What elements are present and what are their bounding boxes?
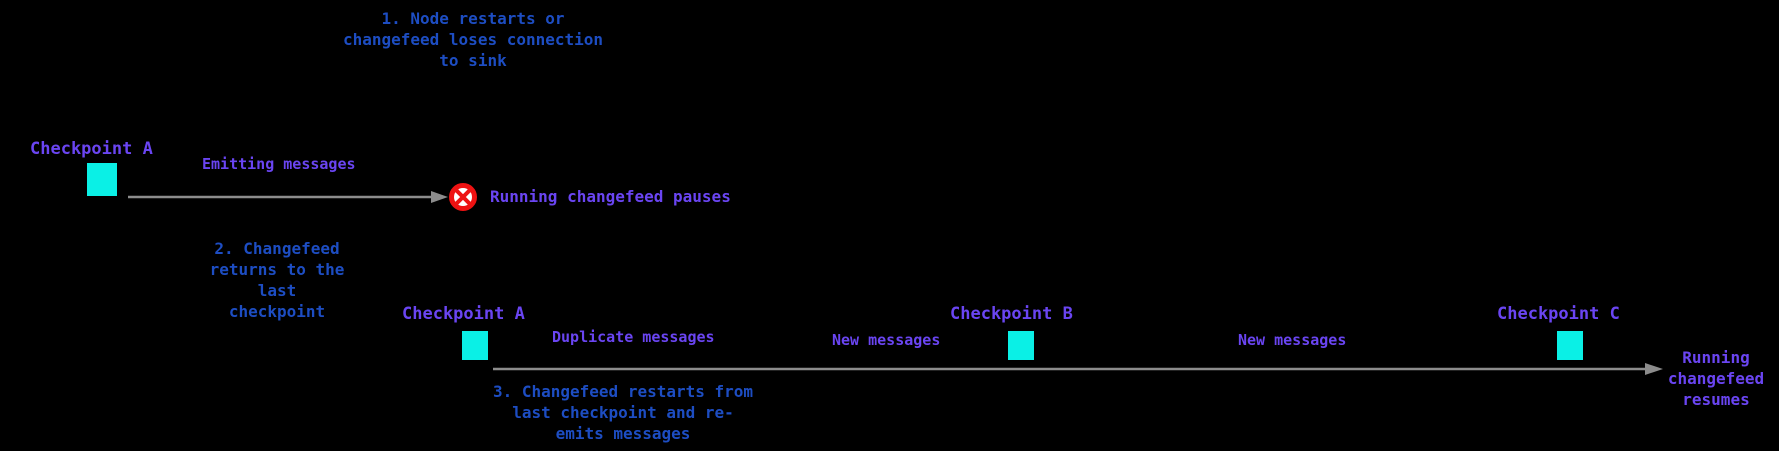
running-changefeed-resumes-label: Running changefeed resumes — [1668, 347, 1764, 410]
step2-line: returns to the — [209, 260, 345, 279]
resume-timeline-arrow — [493, 363, 1663, 375]
circle-x-error-icon — [448, 182, 478, 212]
emitting-arrow — [128, 191, 448, 203]
step2-line: last — [257, 281, 297, 300]
step3-line: last checkpoint and re- — [512, 403, 734, 422]
step1-line: to sink — [439, 51, 507, 70]
resume-line: resumes — [1682, 390, 1750, 409]
checkpoint-a-marker-bottom — [462, 331, 488, 360]
duplicate-messages-label: Duplicate messages — [552, 328, 715, 346]
step3-line: 3. Changefeed restarts from — [492, 382, 754, 401]
checkpoint-a-label-bottom: Checkpoint A — [402, 304, 525, 324]
checkpoint-a-label-top: Checkpoint A — [30, 139, 153, 159]
emitting-messages-label: Emitting messages — [202, 155, 356, 173]
step1-line: changefeed loses connection — [342, 30, 604, 49]
checkpoint-c-marker — [1557, 331, 1583, 360]
step3-line: emits messages — [555, 424, 691, 443]
resume-line: changefeed — [1667, 369, 1765, 388]
checkpoint-b-marker — [1008, 331, 1034, 360]
checkpoint-b-label: Checkpoint B — [950, 304, 1073, 324]
resume-line: Running — [1682, 348, 1750, 367]
new-messages-label-1: New messages — [832, 331, 941, 349]
step1-note: 1. Node restarts or changefeed loses con… — [343, 8, 603, 71]
step3-note: 3. Changefeed restarts from last checkpo… — [493, 381, 753, 444]
running-changefeed-pauses-label: Running changefeed pauses — [490, 187, 731, 206]
new-messages-label-2: New messages — [1238, 331, 1347, 349]
step2-line: checkpoint — [228, 302, 326, 321]
checkpoint-c-label: Checkpoint C — [1497, 304, 1620, 324]
step1-line: 1. Node restarts or — [381, 9, 565, 28]
step2-note: 2. Changefeed returns to the last checkp… — [210, 238, 345, 322]
checkpoint-a-marker-top — [87, 163, 117, 196]
step2-line: 2. Changefeed — [214, 239, 340, 258]
